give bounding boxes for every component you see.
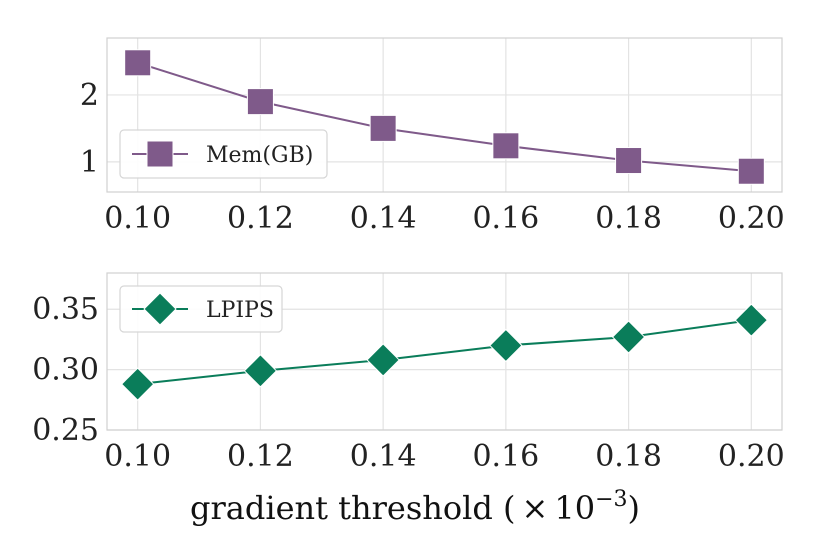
- memory-panel: 0.10 0.12 0.14 0.16 0.18 0.20 1 2 Mem(GB): [80, 37, 785, 236]
- x-axis-label: gradient threshold (× 10−3): [190, 487, 640, 527]
- lpips-x-tick-label: 0.10: [104, 439, 171, 474]
- lpips-legend: LPIPS: [119, 285, 283, 333]
- lpips-x-tick-label: 0.16: [472, 439, 539, 474]
- lpips-y-tick-label: 0.30: [32, 353, 99, 388]
- mem-data-point: [124, 49, 152, 77]
- lpips-data-point: [243, 354, 278, 388]
- lpips-legend-marker: [143, 292, 177, 326]
- lpips-x-tick-label: 0.20: [718, 439, 785, 474]
- mem-x-tick-label: 0.14: [350, 201, 417, 236]
- mem-y-tick-label: 2: [80, 78, 99, 113]
- lpips-y-tick-label: 0.35: [32, 292, 99, 327]
- mem-x-tick-label: 0.18: [595, 201, 662, 236]
- lpips-data-point: [489, 328, 523, 363]
- mem-x-tick-label: 0.12: [227, 201, 294, 236]
- mem-y-tick-label: 1: [80, 145, 99, 180]
- lpips-x-tick-label: 0.14: [350, 439, 417, 474]
- mem-x-tick-label: 0.20: [718, 201, 785, 236]
- mem-plot-frame: [106, 37, 783, 193]
- mem-series-line: [137, 61, 752, 173]
- mem-data-point: [737, 157, 765, 185]
- mem-x-tick-label: 0.16: [472, 201, 539, 236]
- mem-legend: Mem(GB): [119, 129, 328, 179]
- lpips-panel: 0.10 0.12 0.14 0.16 0.18 0.20 0.25 0.30 0.35 LPIP…: [32, 272, 785, 474]
- mem-data-point: [369, 114, 397, 142]
- mem-legend-label: Mem(GB): [206, 143, 313, 168]
- mem-data-point: [615, 147, 643, 175]
- lpips-series-line: [137, 319, 752, 386]
- lpips-data-point: [120, 367, 155, 401]
- lpips-x-tick-label: 0.18: [595, 439, 662, 474]
- mem-legend-marker: [146, 140, 174, 168]
- lpips-data-point: [734, 303, 769, 337]
- mem-x-tick-label: 0.10: [104, 201, 171, 236]
- mem-data-point: [246, 88, 274, 116]
- lpips-legend-label: LPIPS: [206, 298, 274, 323]
- lpips-plot-frame: [106, 272, 783, 431]
- lpips-x-tick-label: 0.12: [227, 439, 294, 474]
- lpips-data-point: [611, 320, 646, 354]
- lpips-y-tick-label: 0.25: [32, 413, 99, 448]
- mem-data-point: [492, 132, 520, 160]
- lpips-data-point: [366, 343, 400, 377]
